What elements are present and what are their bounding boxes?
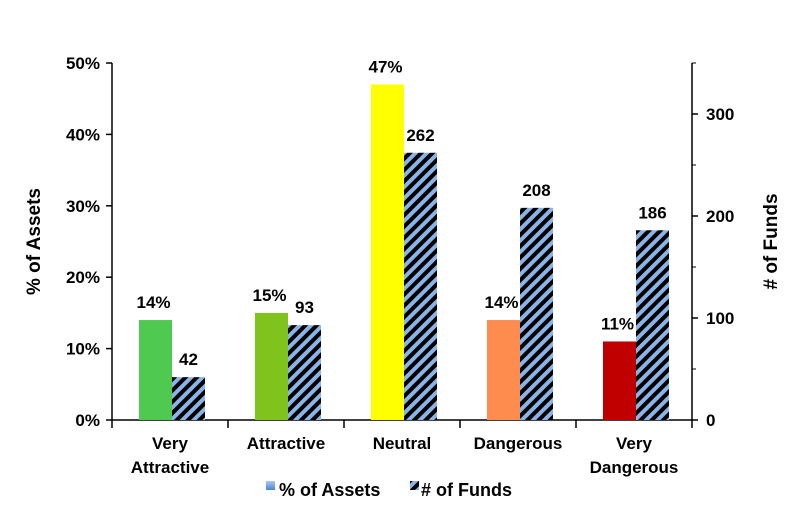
left-tick-label: 0% bbox=[75, 411, 100, 430]
legend-swatch-assets bbox=[266, 481, 275, 490]
category-label: Dangerous bbox=[474, 434, 563, 453]
assets-bar bbox=[255, 312, 288, 420]
funds-bar bbox=[404, 152, 437, 420]
legend-label-assets: % of Assets bbox=[279, 480, 380, 500]
funds-data-label: 186 bbox=[638, 203, 666, 222]
category-label: Dangerous bbox=[590, 458, 679, 477]
assets-bar bbox=[603, 341, 636, 420]
funds-bar bbox=[636, 230, 669, 420]
left-axis-title: % of Assets bbox=[24, 188, 45, 295]
right-tick-label: 300 bbox=[706, 105, 734, 124]
category-label: Attractive bbox=[247, 434, 325, 453]
right-axis-title: # of Funds bbox=[761, 193, 782, 289]
funds-bar bbox=[520, 207, 553, 420]
category-label: Very bbox=[616, 434, 652, 453]
right-tick-label: 200 bbox=[706, 207, 734, 226]
right-tick-label: 0 bbox=[706, 411, 715, 430]
assets-bar bbox=[487, 320, 520, 420]
assets-data-label: 14% bbox=[484, 293, 518, 312]
assets-bar bbox=[139, 320, 172, 420]
assets-data-label: 11% bbox=[601, 314, 634, 333]
funds-data-label: 262 bbox=[406, 126, 434, 145]
funds-bar bbox=[288, 325, 321, 420]
funds-data-label: 208 bbox=[522, 181, 550, 200]
left-tick-label: 50% bbox=[66, 54, 100, 73]
category-label: Very bbox=[152, 434, 188, 453]
left-tick-label: 10% bbox=[66, 340, 100, 359]
funds-data-label: 93 bbox=[295, 298, 314, 317]
legend-swatch-funds bbox=[410, 481, 419, 490]
left-tick-label: 30% bbox=[66, 197, 100, 216]
right-tick-label: 100 bbox=[706, 309, 734, 328]
assets-bar bbox=[371, 84, 404, 421]
assets-data-label: 15% bbox=[252, 286, 286, 305]
left-tick-label: 40% bbox=[66, 125, 100, 144]
legend-label-funds: # of Funds bbox=[421, 480, 512, 500]
category-label: Neutral bbox=[373, 434, 432, 453]
assets-data-label: 47% bbox=[368, 57, 402, 76]
plot-area: 0% 10% 20% 30% 40% 50% 0 100 200 300 % of Assets # … bbox=[24, 54, 782, 500]
funds-data-label: 42 bbox=[179, 350, 198, 369]
left-tick-label: 20% bbox=[66, 268, 100, 287]
assets-data-label: 14% bbox=[136, 293, 170, 312]
category-label: Attractive bbox=[131, 458, 209, 477]
funds-bar bbox=[172, 377, 205, 420]
